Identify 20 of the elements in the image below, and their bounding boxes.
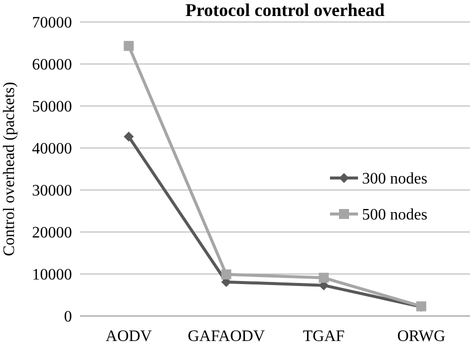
point bbox=[221, 269, 232, 280]
y-tick-label: 40000 bbox=[32, 140, 72, 158]
legend-label: 300 nodes bbox=[362, 170, 428, 188]
point bbox=[318, 272, 329, 283]
x-tick-label: AODV bbox=[106, 328, 152, 345]
x-tick-label: ORWG bbox=[397, 328, 446, 345]
y-tick-label: 10000 bbox=[32, 266, 72, 284]
point bbox=[124, 40, 134, 51]
y-axis-title: Control overhead (packets) bbox=[1, 82, 18, 256]
chart-title: Protocol control overhead bbox=[185, 0, 385, 20]
y-tick-label: 50000 bbox=[32, 98, 72, 116]
y-tick-label: 20000 bbox=[32, 224, 72, 242]
y-tick-label: 60000 bbox=[32, 56, 72, 74]
y-tick-label: 0 bbox=[64, 308, 72, 326]
x-tick-label: TGAF bbox=[302, 328, 345, 345]
y-tick-label: 70000 bbox=[32, 14, 72, 32]
point bbox=[124, 132, 134, 142]
y-tick-label: 30000 bbox=[32, 182, 72, 200]
legend-label: 500 nodes bbox=[362, 206, 428, 224]
x-tick-label: GAFAODV bbox=[188, 328, 266, 345]
